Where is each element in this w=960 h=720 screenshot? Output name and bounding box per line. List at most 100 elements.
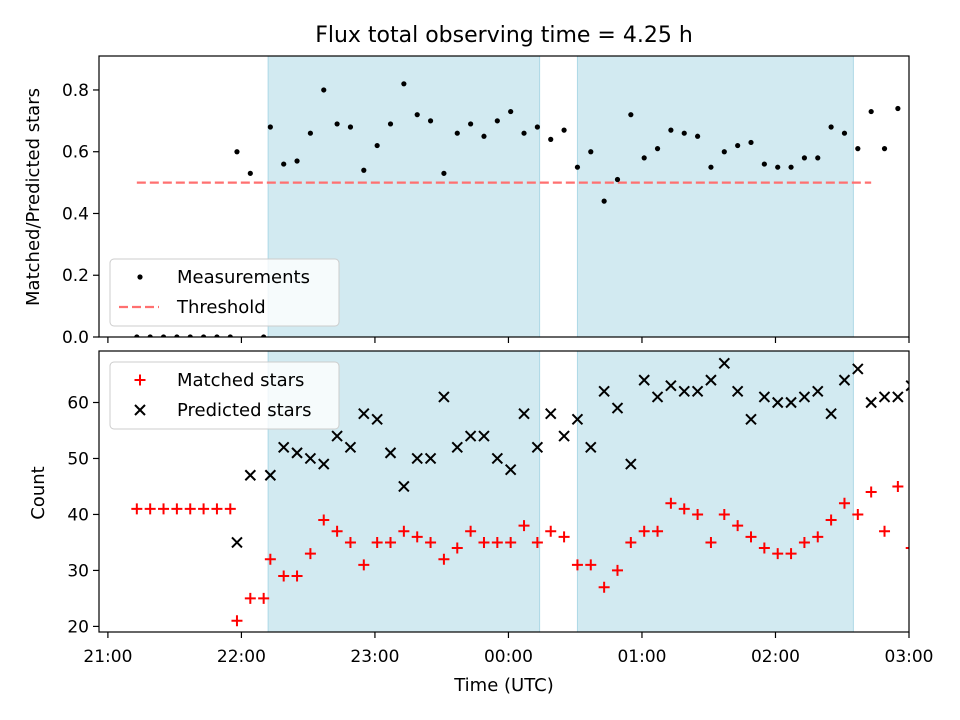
measurement-point bbox=[267, 124, 273, 130]
matched-star-point bbox=[705, 536, 717, 548]
matched-star-point bbox=[244, 592, 256, 604]
measurement-point bbox=[681, 130, 687, 136]
predicted-star-point bbox=[678, 385, 690, 398]
matched-star-point bbox=[425, 536, 437, 548]
measurement-point bbox=[708, 164, 714, 170]
ratio-panel: 0.0 0.2 0.4 0.6 0.8 Measurements Threshold bbox=[62, 55, 954, 348]
measurement-point bbox=[775, 164, 781, 170]
measurement-point bbox=[841, 130, 848, 136]
predicted-star-point bbox=[545, 407, 557, 420]
matched-star-point bbox=[812, 531, 824, 543]
predicted-star-point bbox=[745, 413, 757, 425]
y-tick-label: 20 bbox=[67, 617, 89, 637]
y-tick-label: 40 bbox=[67, 505, 89, 525]
y-tick-label: 0.8 bbox=[62, 81, 89, 101]
matched-star-point bbox=[198, 503, 210, 515]
matched-star-point bbox=[491, 536, 503, 548]
predicted-star-point bbox=[384, 447, 397, 459]
matched-star-point bbox=[144, 503, 156, 515]
measurement-point bbox=[401, 81, 407, 87]
legend-label: Predicted stars bbox=[177, 400, 311, 421]
measurement-point bbox=[534, 124, 540, 130]
predicted-star-point bbox=[878, 391, 891, 403]
count-panel: 20 30 40 50 60 21:00 22:00 23:00 00:00 01:00 02:00… bbox=[67, 350, 943, 667]
measurement-point bbox=[895, 105, 901, 112]
predicted-star-point bbox=[611, 402, 624, 414]
predicted-star-point bbox=[638, 374, 650, 386]
predicted-star-point bbox=[665, 379, 677, 392]
measurement-point bbox=[214, 334, 220, 337]
measurement-point bbox=[855, 146, 861, 152]
matched-star-point bbox=[585, 559, 597, 571]
matched-star-point bbox=[331, 525, 343, 537]
measurement-point bbox=[347, 124, 354, 130]
predicted-star-point bbox=[933, 459, 943, 469]
x-tick-label: 23:00 bbox=[350, 647, 399, 667]
predicted-star-point bbox=[705, 374, 717, 386]
predicted-star-point bbox=[731, 385, 744, 398]
predicted-star-point bbox=[798, 391, 811, 403]
measurement-point bbox=[628, 112, 634, 118]
matched-star-point bbox=[465, 525, 477, 537]
matched-star-point bbox=[531, 536, 543, 548]
measurement-point bbox=[588, 149, 594, 155]
measurement-point bbox=[200, 334, 207, 337]
matched-star-point bbox=[518, 520, 530, 532]
matched-star-point bbox=[625, 536, 637, 548]
predicted-star-point bbox=[318, 458, 330, 470]
matched-star-point bbox=[785, 548, 797, 560]
matched-star-point bbox=[919, 515, 930, 526]
predicted-star-point bbox=[331, 430, 343, 442]
measurement-point bbox=[949, 112, 954, 117]
measurement-point bbox=[234, 149, 240, 155]
predicted-star-point bbox=[865, 396, 877, 409]
matched-star-point bbox=[278, 570, 290, 582]
axes-frame bbox=[98, 350, 910, 633]
predicted-star-point bbox=[358, 407, 370, 420]
matched-star-point bbox=[652, 525, 664, 537]
predicted-star-point bbox=[291, 447, 303, 459]
matched-star-point bbox=[131, 503, 143, 515]
predicted-star-point bbox=[411, 452, 423, 465]
x-tick-label: 00:00 bbox=[484, 647, 533, 667]
predicted-star-point bbox=[371, 413, 383, 425]
y-tick-label: 30 bbox=[67, 561, 89, 581]
measurement-point bbox=[748, 139, 754, 146]
matched-star-point bbox=[385, 536, 397, 548]
predicted-star-point bbox=[785, 396, 797, 409]
measurement-point bbox=[441, 170, 447, 176]
measurement-point bbox=[294, 158, 300, 164]
predicted-star-point bbox=[718, 357, 731, 370]
measurement-point bbox=[134, 334, 140, 337]
matched-star-point bbox=[692, 508, 704, 520]
matched-star-point bbox=[718, 508, 730, 520]
measurement-point bbox=[735, 142, 741, 149]
matched-star-point bbox=[571, 559, 583, 571]
matched-star-point bbox=[438, 553, 450, 565]
matched-star-point bbox=[678, 503, 690, 515]
predicted-star-point bbox=[558, 430, 570, 442]
measurement-point bbox=[247, 170, 253, 176]
matched-star-point bbox=[745, 531, 757, 543]
observing-window bbox=[576, 351, 854, 632]
predicted-star-point bbox=[277, 441, 290, 453]
matched-star-point bbox=[371, 536, 383, 548]
predicted-star-point bbox=[464, 430, 477, 442]
predicted-star-point bbox=[585, 441, 597, 453]
x-tick-label: 01:00 bbox=[617, 647, 666, 667]
legend-label: Matched stars bbox=[177, 370, 304, 391]
predicted-star-point bbox=[812, 385, 824, 398]
predicted-star-point bbox=[598, 385, 610, 398]
y-tick-label: 60 bbox=[67, 393, 89, 413]
measurement-point bbox=[788, 164, 794, 170]
measurement-point bbox=[654, 146, 661, 152]
matched-star-point bbox=[879, 525, 891, 537]
measurement-point bbox=[468, 121, 474, 127]
y-tick-label: 0.6 bbox=[62, 143, 89, 163]
matched-star-point bbox=[478, 536, 490, 548]
bottom-y-axis-label: Count bbox=[28, 466, 49, 519]
legend-x-icon bbox=[134, 404, 146, 416]
legend-plus-icon bbox=[134, 374, 146, 386]
legend-box bbox=[109, 258, 340, 327]
measurement-point bbox=[508, 108, 514, 115]
